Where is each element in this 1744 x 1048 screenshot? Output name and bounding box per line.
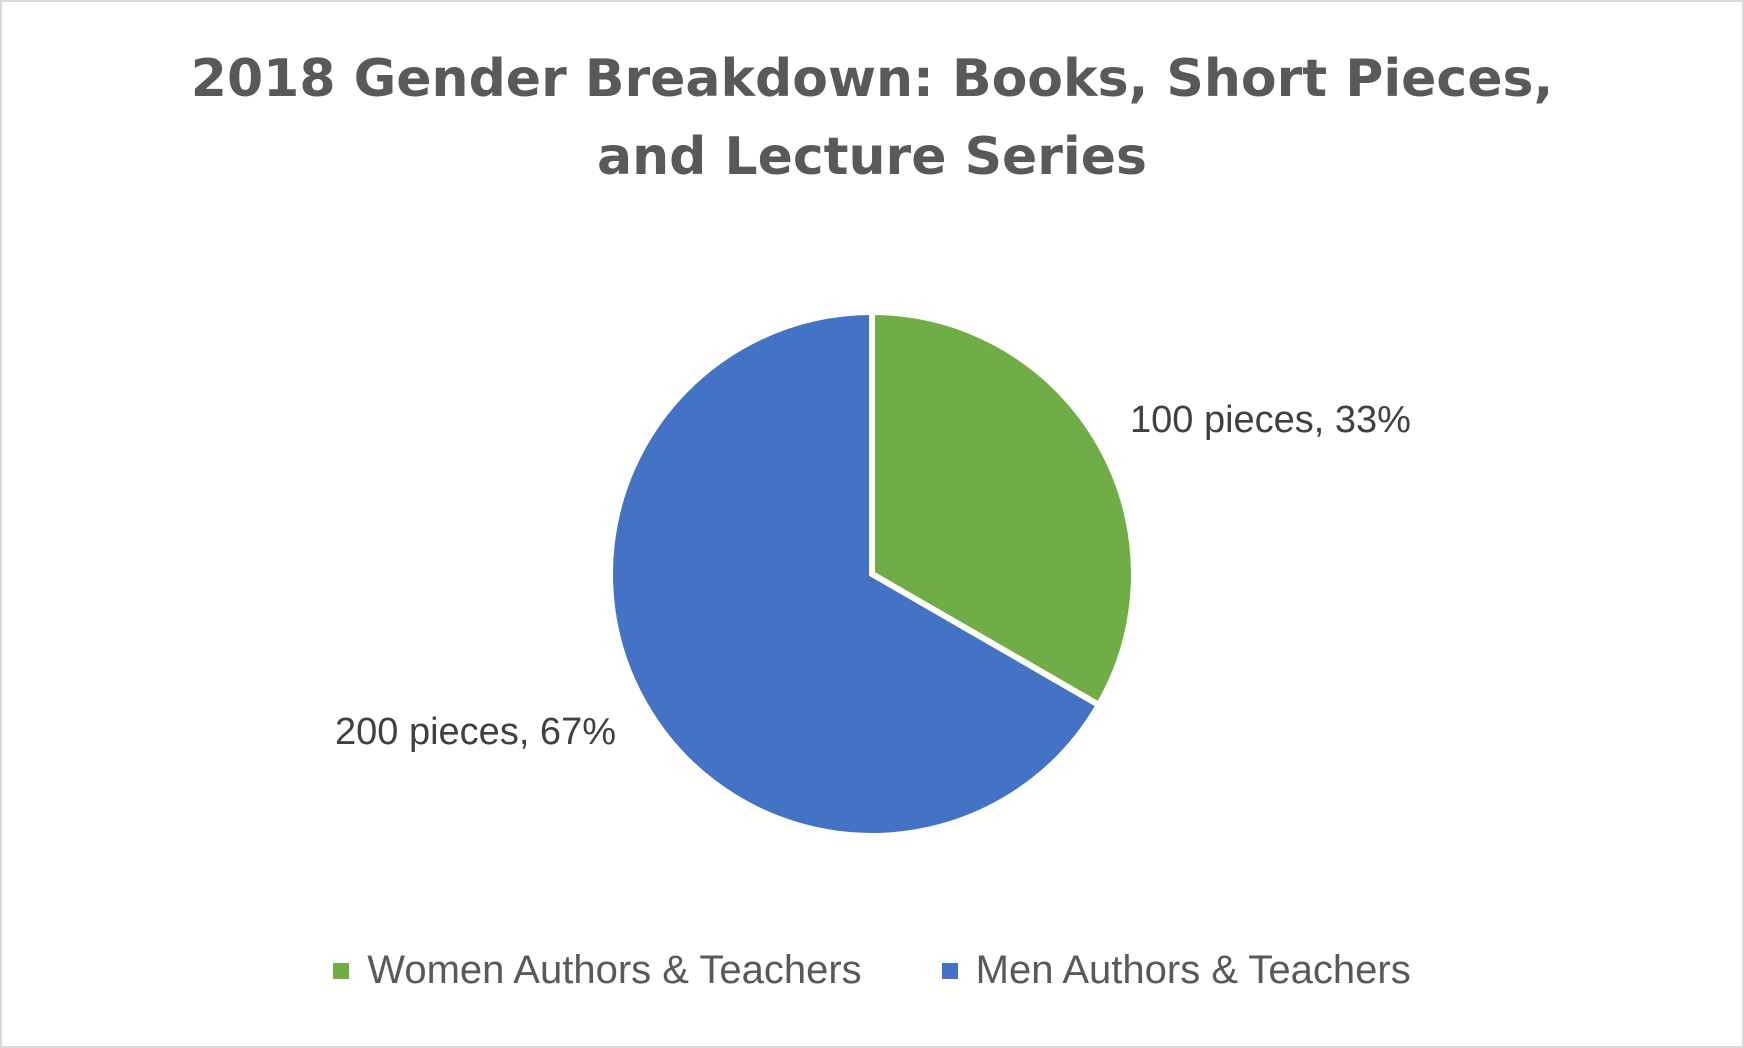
chart-title-line-2: and Lecture Series [597,127,1147,187]
legend-item-men: Men Authors & Teachers [941,948,1411,993]
legend-item-women: Women Authors & Teachers [333,948,862,993]
legend-swatch-women [333,962,350,979]
legend-label-women: Women Authors & Teachers [367,948,862,992]
chart-title-line-1: 2018 Gender Breakdown: Books, Short Piec… [190,49,1554,109]
data-label-women: 100 pieces, 33% [1130,399,1411,441]
legend-label-men: Men Authors & Teachers [975,948,1411,992]
legend-swatch-men [941,962,958,979]
data-label-men: 200 pieces, 67% [335,711,616,753]
pie-slice-women [869,308,1137,710]
chart-title: 2018 Gender Breakdown: Books, Short Piec… [2,40,1742,196]
legend: Women Authors & Teachers Men Authors & T… [2,948,1742,993]
pie-slice-men [607,308,1104,839]
